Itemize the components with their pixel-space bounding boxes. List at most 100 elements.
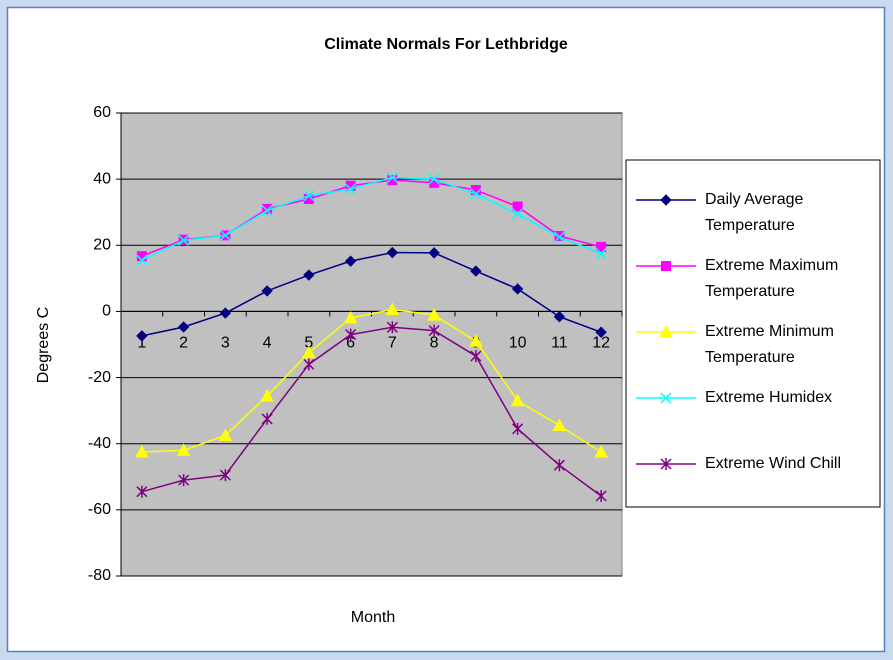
marker (386, 171, 398, 184)
marker (177, 321, 190, 333)
series-line (141, 308, 602, 453)
y-axis-label: Degrees C (35, 307, 52, 383)
marker (302, 345, 316, 359)
y-tick-label: -20 (88, 369, 111, 386)
marker (659, 324, 673, 338)
x-tick-label: 1 (137, 335, 146, 352)
marker (303, 358, 315, 371)
series-line (141, 251, 602, 337)
marker (136, 254, 148, 266)
legend-label: Daily Average Temperature (705, 191, 808, 234)
marker (470, 350, 482, 363)
x-tick-label: 10 (509, 335, 527, 352)
marker (595, 248, 607, 260)
marker (386, 321, 398, 334)
marker (218, 428, 233, 441)
marker (470, 265, 482, 277)
legend-label-line: Temperature (705, 349, 795, 366)
marker (553, 311, 566, 323)
marker (176, 443, 191, 456)
y-tick-label: 60 (93, 104, 111, 121)
marker (661, 261, 671, 271)
y-tick-label: -80 (88, 567, 111, 584)
marker (595, 326, 607, 338)
marker (552, 418, 567, 432)
marker (136, 330, 148, 342)
marker (553, 231, 565, 243)
legend-label-line: Temperature (705, 283, 795, 300)
x-tick-label: 4 (263, 335, 272, 352)
x-tick-label: 12 (592, 335, 610, 352)
marker (512, 201, 523, 212)
marker (660, 194, 672, 206)
legend-label-line: Daily Average (705, 191, 808, 208)
marker (345, 328, 357, 341)
marker (135, 444, 149, 458)
marker (469, 334, 483, 347)
legend-item: Extreme Minimum Temperature (636, 323, 838, 366)
marker (303, 190, 315, 202)
marker (387, 175, 398, 186)
marker (512, 422, 524, 435)
marker (219, 469, 231, 482)
legend-label-line: Extreme Maximum (705, 257, 843, 274)
legend-item: Extreme Wind Chill (636, 455, 841, 472)
marker (136, 485, 148, 498)
legend-label: Extreme Minimum Temperature (705, 323, 838, 366)
legend-item: Extreme Maximum Temperature (636, 257, 843, 300)
marker (178, 234, 190, 246)
legend-item: Extreme Humidex (636, 389, 832, 406)
marker (428, 247, 440, 259)
marker (510, 393, 525, 407)
marker (596, 241, 607, 252)
marker (260, 389, 274, 402)
marker (178, 474, 190, 487)
plot-area (120, 112, 623, 577)
marker (660, 392, 672, 404)
legend-label: Extreme Humidex (705, 389, 832, 406)
x-tick-label: 5 (304, 335, 313, 352)
marker (385, 302, 400, 315)
legend-label: Extreme Wind Chill (705, 455, 841, 472)
marker (344, 255, 357, 267)
x-axis-label: Month (351, 609, 395, 626)
y-tick-label: -40 (88, 435, 111, 452)
marker (595, 489, 607, 502)
legend-label: Extreme Maximum Temperature (705, 257, 843, 300)
marker (219, 229, 231, 241)
marker (343, 310, 358, 324)
x-tick-label: 7 (388, 335, 397, 352)
marker (303, 269, 315, 281)
y-tick-label: 40 (93, 170, 111, 187)
marker (470, 188, 482, 200)
marker (345, 180, 356, 191)
marker (511, 283, 524, 295)
marker (427, 308, 441, 321)
marker (428, 324, 440, 337)
marker (261, 412, 273, 425)
legend-item: Daily Average Temperature (636, 191, 808, 234)
marker (345, 183, 357, 195)
y-tick-label: -60 (88, 501, 111, 518)
marker (261, 205, 273, 217)
x-tick-label: 8 (430, 335, 439, 352)
series-line (141, 326, 602, 497)
y-tick-label: 20 (93, 237, 111, 254)
marker (660, 458, 672, 470)
legend-label-line: Extreme Minimum (705, 323, 838, 340)
chart-title: Climate Normals For Lethbridge (324, 36, 568, 53)
x-tick-label: 2 (179, 335, 188, 352)
marker (594, 444, 608, 458)
marker (428, 173, 440, 185)
marker (261, 285, 273, 297)
marker (553, 459, 565, 472)
y-tick-label: 0 (102, 303, 111, 320)
legend-label-line: Temperature (705, 217, 795, 234)
series-line (141, 176, 602, 261)
marker (303, 193, 314, 204)
marker (386, 246, 399, 259)
marker (219, 307, 232, 319)
marker (512, 208, 524, 220)
